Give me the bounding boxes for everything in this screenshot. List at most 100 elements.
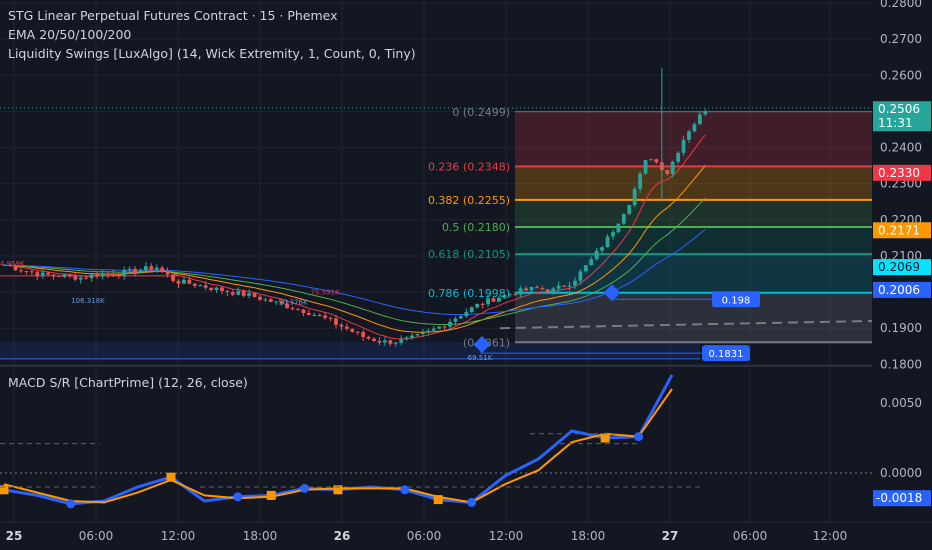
price-tag-label: 0.2069 <box>878 260 920 274</box>
volume-label: 69.51K <box>468 354 493 362</box>
candle-body <box>111 273 116 276</box>
candle-body <box>627 205 632 214</box>
price-tag[interactable] <box>873 164 931 181</box>
time-tick-label[interactable]: 06:00 <box>79 529 114 543</box>
candle-body <box>518 288 523 295</box>
price-tag[interactable] <box>873 115 931 132</box>
candle-body <box>127 268 132 270</box>
fib-zone <box>515 292 872 343</box>
candle-body <box>296 309 300 311</box>
candle-body <box>192 283 197 286</box>
candle-body <box>225 291 230 293</box>
candle-body <box>133 268 137 273</box>
price-tag[interactable] <box>873 281 931 298</box>
macd-value-tag[interactable] <box>873 490 931 507</box>
candle-body <box>13 266 18 271</box>
candle-body <box>703 111 708 115</box>
candle-body <box>529 286 534 291</box>
candle-body <box>350 328 355 332</box>
candle-body <box>513 294 518 296</box>
time-tick-label[interactable]: 18:00 <box>571 529 606 543</box>
candle-body <box>594 250 599 260</box>
price-tag[interactable] <box>873 101 931 118</box>
time-tick-label[interactable]: 26 <box>334 529 351 543</box>
price-tag-label: 0.2330 <box>878 166 920 180</box>
macd-cross-marker <box>166 472 176 482</box>
candle-body <box>51 274 56 276</box>
candle-body <box>611 232 615 237</box>
price-tick-label: 0.2700 <box>880 32 922 46</box>
macd-cross-marker <box>400 485 410 495</box>
time-tick-label[interactable]: 06:00 <box>733 529 768 543</box>
liquidity-value-badge[interactable] <box>702 345 750 362</box>
candle-body <box>632 188 637 206</box>
candle-body <box>687 131 691 140</box>
price-tag[interactable] <box>873 222 931 239</box>
macd-tick-label: 0.0050 <box>880 396 922 410</box>
time-tick-label[interactable]: 12:00 <box>161 529 196 543</box>
candle-body <box>312 314 317 316</box>
fib-zone <box>515 199 872 228</box>
candle-body <box>73 275 78 280</box>
time-tick-label[interactable]: 18:00 <box>243 529 278 543</box>
candle-body <box>344 326 349 329</box>
liquidity-indicator-label[interactable]: Liquidity Swings [LuxAlgo] (14, Wick Ext… <box>8 46 416 61</box>
candle-body <box>654 159 659 163</box>
time-tick-label[interactable]: 06:00 <box>407 529 442 543</box>
candle-body <box>57 275 61 277</box>
price-tick-label: 0.1800 <box>880 357 922 371</box>
candle-body <box>334 318 338 325</box>
candle-body <box>361 332 366 337</box>
time-tick-label[interactable]: 27 <box>662 529 679 543</box>
ema-line <box>4 165 706 333</box>
ema-line <box>4 197 706 326</box>
candle-body <box>290 308 295 310</box>
time-tick-label[interactable]: 12:00 <box>489 529 524 543</box>
candle-body <box>182 279 186 284</box>
candle-body <box>355 331 360 333</box>
candle-body <box>241 290 246 296</box>
fib-zone <box>515 166 872 200</box>
candle-body <box>426 330 431 333</box>
time-tick-label[interactable]: 25 <box>6 529 23 543</box>
candle-body <box>578 271 583 281</box>
candle-body <box>46 272 51 275</box>
candle-body <box>122 269 127 276</box>
candle-body <box>475 303 480 308</box>
candle-body <box>621 213 626 224</box>
candle-body <box>252 293 257 297</box>
candle-body <box>567 285 572 287</box>
candle-body <box>448 321 452 327</box>
candle-body <box>404 337 409 340</box>
candle-body <box>209 287 213 291</box>
candle-body <box>502 294 507 298</box>
price-tag[interactable] <box>873 259 931 276</box>
macd-cross-marker <box>233 492 243 502</box>
liquidity-marker <box>603 284 621 302</box>
liquidity-marker <box>473 335 491 353</box>
price-tick-label: 0.2400 <box>880 141 922 155</box>
candle-body <box>697 114 702 125</box>
macd-value-label: -0.0018 <box>876 491 922 505</box>
candle-body <box>149 266 154 270</box>
candle-body <box>649 159 653 161</box>
candle-body <box>480 303 485 305</box>
time-tick-label[interactable]: 12:00 <box>813 529 848 543</box>
candle-body <box>138 270 143 273</box>
candle-body <box>160 267 165 272</box>
candle-body <box>8 265 13 267</box>
candle-body <box>165 271 170 275</box>
candle-body <box>236 290 241 295</box>
candle-body <box>279 301 284 304</box>
liquidity-value-label: 0.1831 <box>709 349 744 360</box>
macd-panel-title[interactable]: MACD S/R [ChartPrime] (12, 26, close) <box>8 375 248 390</box>
candle-body <box>62 274 67 277</box>
macd-tick-label: 0.0000 <box>880 466 922 480</box>
macd-cross-marker <box>467 497 477 507</box>
liquidity-value-badge[interactable] <box>712 291 760 308</box>
ema-indicator-label[interactable]: EMA 20/50/100/200 <box>8 27 132 42</box>
candle-body <box>442 326 447 328</box>
fib-zone <box>515 227 872 255</box>
candle-body <box>458 316 463 319</box>
